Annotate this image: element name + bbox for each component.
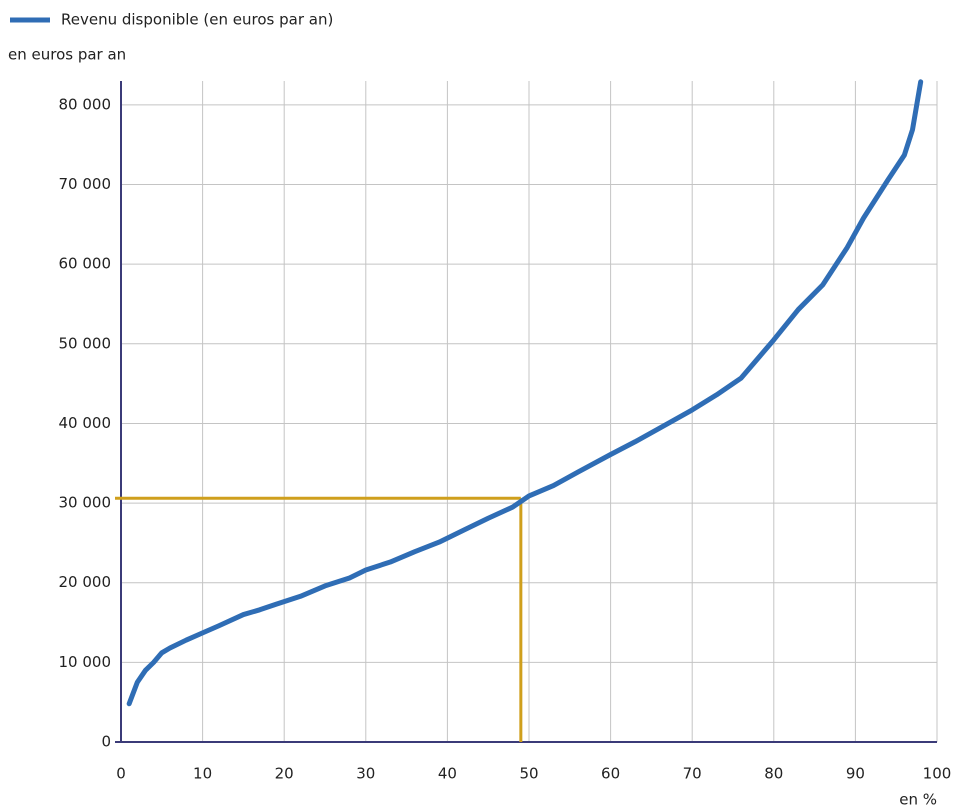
x-tick-label: 70 — [683, 765, 702, 783]
legend-label: Revenu disponible (en euros par an) — [61, 11, 333, 29]
x-tick-label: 20 — [275, 765, 294, 783]
y-tick-label: 70 000 — [59, 175, 112, 193]
x-axis-label: en % — [899, 791, 937, 809]
x-tick-label: 0 — [116, 765, 126, 783]
x-tick-label: 50 — [519, 765, 538, 783]
y-tick-label: 50 000 — [59, 334, 112, 352]
x-tick-label: 100 — [923, 765, 952, 783]
y-tick-label: 40 000 — [59, 414, 112, 432]
y-tick-label: 10 000 — [59, 653, 112, 671]
y-tick-label: 20 000 — [59, 573, 112, 591]
data-line — [126, 79, 924, 707]
x-tick-label: 40 — [438, 765, 457, 783]
x-tick-label: 90 — [846, 765, 865, 783]
x-tick-label: 60 — [601, 765, 620, 783]
y-tick-label: 30 000 — [59, 494, 112, 512]
y-axis-label: en euros par an — [8, 46, 126, 64]
x-tick-label: 10 — [193, 765, 212, 783]
x-tick-label: 80 — [764, 765, 783, 783]
y-tick-label: 0 — [101, 733, 111, 751]
y-tick-label: 80 000 — [59, 95, 112, 113]
x-tick-label: 30 — [356, 765, 375, 783]
y-tick-label: 60 000 — [59, 255, 112, 273]
